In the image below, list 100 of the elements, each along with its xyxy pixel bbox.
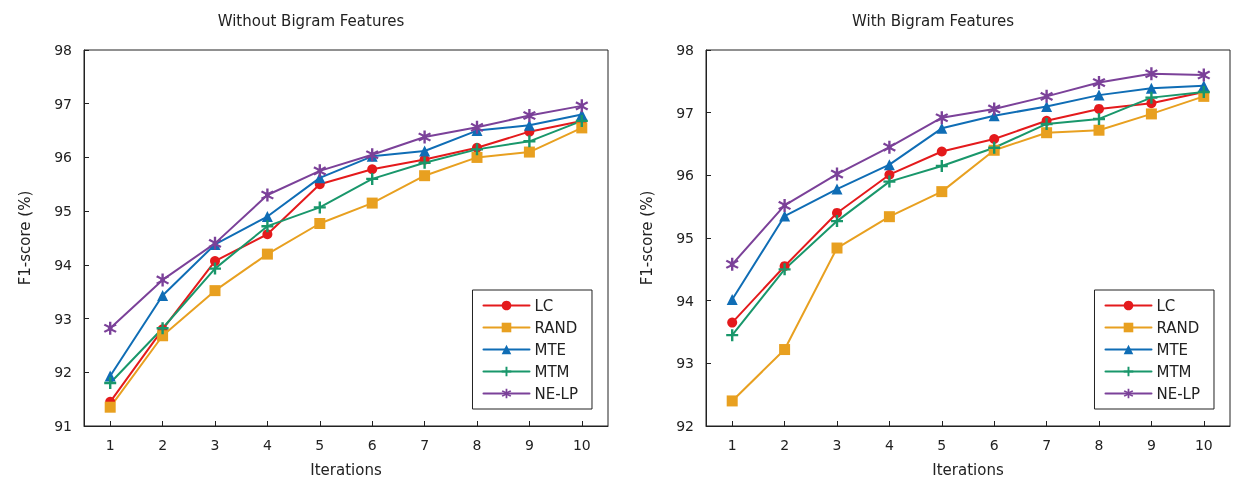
legend-label: MTM (534, 362, 570, 381)
point (261, 248, 273, 260)
x-tick-label: 1 (105, 437, 115, 453)
point (156, 273, 170, 287)
point (523, 146, 535, 158)
point (157, 330, 169, 342)
point (883, 175, 896, 188)
y-tick-label: 95 (676, 230, 694, 246)
legend-label: MTM (1156, 362, 1192, 381)
x-tick-label: 10 (1194, 437, 1213, 453)
point (726, 293, 738, 305)
point (209, 285, 221, 297)
y-tick-label: 94 (676, 292, 695, 309)
x-tick-label: 8 (472, 437, 482, 453)
y-tick-label: 96 (676, 167, 695, 184)
point (1145, 91, 1158, 104)
y-tick-label: 98 (676, 42, 694, 58)
point (418, 156, 431, 169)
point (576, 122, 588, 134)
point (1094, 103, 1104, 114)
point (883, 211, 895, 223)
x-tick-label: 7 (420, 437, 430, 453)
point (314, 218, 326, 229)
x-tick-label: 5 (937, 437, 947, 453)
point (832, 207, 842, 218)
point (261, 220, 274, 233)
chart-title: Without Bigram Features (217, 11, 405, 30)
x-tick-label: 6 (367, 437, 377, 453)
x-tick-label: 3 (832, 437, 842, 453)
y-tick-label: 92 (676, 418, 694, 434)
point (1040, 89, 1054, 103)
y-tick-label: 93 (676, 355, 694, 372)
point (831, 183, 843, 195)
point (1092, 76, 1106, 90)
point (366, 197, 378, 209)
point (1093, 89, 1105, 101)
point (209, 262, 221, 275)
x-tick-label: 7 (1042, 437, 1052, 453)
point (1145, 82, 1157, 94)
x-tick-label: 10 (572, 437, 591, 453)
x-tick-label: 1 (727, 437, 737, 453)
point (471, 151, 483, 163)
y-tick-label: 91 (54, 418, 72, 434)
point (1041, 127, 1053, 139)
chart-title: With Bigram Features (851, 11, 1015, 30)
point (1093, 124, 1105, 136)
point (419, 145, 431, 157)
point (989, 133, 1000, 144)
point (523, 135, 536, 148)
x-tick-label: 2 (158, 437, 168, 453)
x-tick-label: 5 (315, 437, 325, 453)
y-tick-label: 93 (54, 310, 72, 327)
y-axis-title: F1-score (%) (15, 190, 34, 286)
point (575, 99, 589, 113)
x-tick-label: 3 (210, 437, 220, 453)
point (313, 164, 327, 178)
x-tick-label: 2 (780, 437, 790, 453)
legend-label: RAND (1156, 318, 1200, 337)
point (936, 146, 947, 157)
point (778, 263, 791, 276)
legend-label: MTE (1156, 340, 1189, 359)
y-tick-label: 98 (54, 42, 72, 58)
point (522, 109, 536, 123)
point (419, 170, 431, 182)
y-tick-label: 97 (54, 95, 72, 112)
legend-label: LC (1156, 296, 1176, 315)
point (779, 344, 791, 356)
x-tick-label: 4 (262, 437, 272, 453)
legend-label: RAND (534, 318, 578, 337)
point (1145, 108, 1157, 120)
point (1040, 117, 1053, 130)
point (313, 201, 326, 214)
legend-label: NE-LP (1156, 384, 1200, 403)
point (936, 186, 948, 198)
point (104, 401, 116, 413)
point (727, 317, 738, 328)
x-axis-title: Iterations (932, 460, 1004, 479)
legend-label: LC (534, 296, 554, 315)
y-tick-label: 96 (54, 149, 73, 166)
point (1144, 67, 1158, 81)
point (367, 164, 378, 175)
point (883, 159, 895, 171)
point (260, 188, 274, 202)
y-tick-label: 97 (676, 104, 694, 121)
point (418, 130, 432, 144)
y-tick-label: 92 (54, 364, 72, 381)
point (882, 140, 896, 154)
legend-label: MTE (534, 340, 567, 359)
point (261, 211, 273, 223)
x-tick-label: 9 (1146, 437, 1156, 453)
legend-label: NE-LP (534, 384, 578, 403)
point (210, 256, 220, 267)
x-tick-label: 9 (524, 437, 534, 453)
point (157, 289, 169, 301)
y-tick-label: 95 (54, 203, 72, 220)
point (778, 198, 792, 212)
x-tick-label: 4 (884, 437, 894, 453)
point (726, 395, 738, 407)
y-axis-title: F1-score (%) (637, 190, 656, 286)
point (831, 242, 843, 254)
